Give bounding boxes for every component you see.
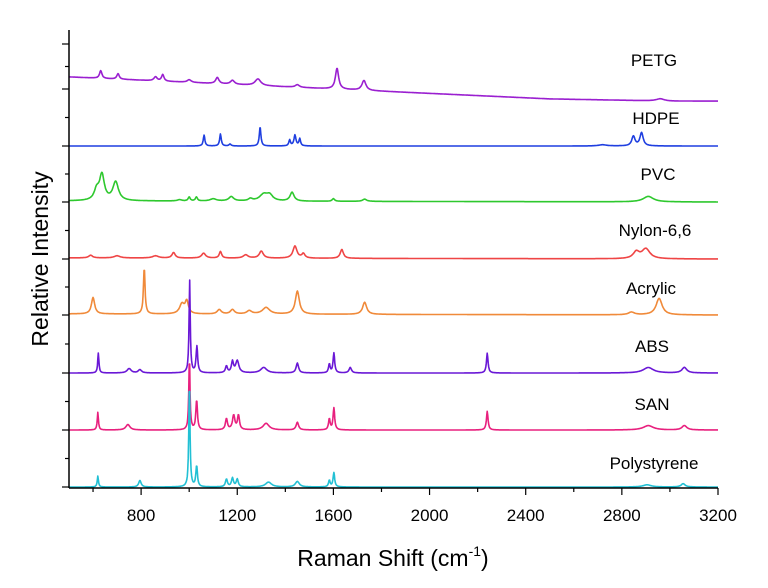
y-ticks (62, 43, 69, 488)
series-line-abs (68, 279, 719, 374)
series-label-nylon-6-6: Nylon-6,6 (619, 221, 692, 240)
x-axis-title: Raman Shift (cm-1) (297, 543, 488, 571)
x-tick-label-1600: 1600 (314, 506, 352, 525)
series-line-petg (68, 67, 719, 102)
x-ticks: 800 1200 1600 2000 2400 2800 3200 (92, 488, 737, 525)
series-label-abs: ABS (635, 337, 669, 356)
x-axis-title-main: Raman Shift (cm (297, 545, 468, 571)
series-line-acrylic (68, 269, 719, 316)
series-label-san: SAN (635, 395, 670, 414)
series-label-hdpe: HDPE (632, 109, 679, 128)
series-line-nylon-6-6 (68, 245, 719, 260)
spectra-traces (68, 67, 719, 488)
series-line-san (68, 363, 719, 431)
series-label-acrylic: Acrylic (626, 279, 677, 298)
x-axis-title-superscript: -1 (469, 543, 482, 559)
x-axis-title-end: ) (481, 545, 489, 571)
series-label-polystyrene: Polystyrene (610, 454, 699, 473)
series-line-hdpe (68, 127, 719, 147)
axes: 800 1200 1600 2000 2400 2800 3200 (62, 30, 737, 525)
series-label-pvc: PVC (641, 165, 676, 184)
x-tick-label-2800: 2800 (603, 506, 641, 525)
series-label-petg: PETG (631, 51, 677, 70)
x-tick-label-2400: 2400 (507, 506, 545, 525)
series-line-pvc (68, 171, 719, 203)
series-line-polystyrene (68, 390, 719, 488)
series-labels: PETG HDPE PVC Nylon-6,6 Acrylic ABS SAN Polysty… (610, 51, 699, 473)
x-tick-label-800: 800 (127, 506, 155, 525)
x-tick-label-2000: 2000 (411, 506, 449, 525)
x-tick-label-3200: 3200 (699, 506, 737, 525)
x-tick-label-1200: 1200 (218, 506, 256, 525)
y-axis-title: Relative Intensity (27, 171, 53, 347)
